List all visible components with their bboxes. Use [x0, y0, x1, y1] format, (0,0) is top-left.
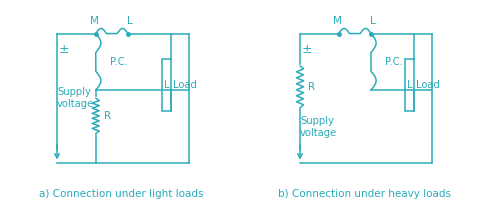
- Text: P.C.: P.C.: [385, 57, 403, 67]
- Text: Load: Load: [173, 80, 197, 90]
- Text: ±: ±: [58, 43, 69, 56]
- Bar: [405, 59, 414, 111]
- Text: M: M: [332, 16, 342, 26]
- Text: P.C.: P.C.: [110, 57, 128, 67]
- Text: b) Connection under heavy loads: b) Connection under heavy loads: [278, 189, 451, 199]
- Text: L: L: [370, 16, 375, 26]
- Text: L: L: [407, 80, 413, 90]
- Text: Supply
voltage: Supply voltage: [57, 87, 94, 109]
- Text: ±: ±: [301, 43, 312, 56]
- Bar: [162, 59, 171, 111]
- Text: a) Connection under light loads: a) Connection under light loads: [39, 189, 204, 199]
- Text: L: L: [127, 16, 132, 26]
- Text: Load: Load: [416, 80, 440, 90]
- Text: L: L: [164, 80, 170, 90]
- Text: R: R: [308, 82, 315, 92]
- Text: M: M: [89, 16, 99, 26]
- Text: R: R: [104, 111, 111, 121]
- Text: Supply
voltage: Supply voltage: [300, 116, 337, 138]
